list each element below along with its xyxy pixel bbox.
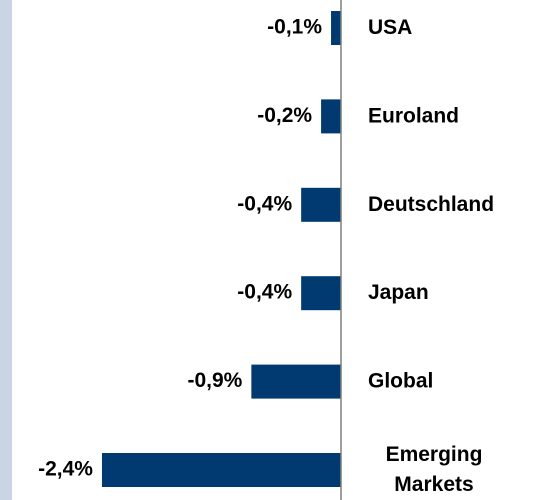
bar bbox=[331, 11, 341, 45]
category-label: Emerging Markets bbox=[386, 443, 483, 496]
category-line: USA bbox=[368, 16, 412, 39]
category-line: Japan bbox=[368, 281, 429, 304]
value-label: -0,4% bbox=[237, 281, 292, 304]
category-line: Euroland bbox=[368, 104, 459, 127]
bar bbox=[321, 99, 341, 134]
category-line: Emerging bbox=[386, 443, 483, 466]
bar bbox=[301, 187, 341, 222]
category-line: Markets bbox=[394, 473, 473, 496]
bar bbox=[251, 364, 341, 399]
category-label: USA bbox=[368, 16, 412, 39]
category-label: Japan bbox=[368, 281, 429, 304]
category-label: Euroland bbox=[368, 104, 459, 127]
side-strip bbox=[0, 0, 12, 500]
value-label: -0,9% bbox=[188, 369, 243, 392]
bar bbox=[101, 453, 342, 487]
bar bbox=[301, 276, 341, 311]
value-label: -0,2% bbox=[257, 104, 312, 127]
category-line: Global bbox=[368, 369, 433, 392]
value-label: -0,4% bbox=[237, 192, 292, 215]
category-label: Deutschland bbox=[368, 192, 494, 215]
value-label: -0,1% bbox=[267, 16, 322, 39]
category-label: Global bbox=[368, 369, 433, 392]
category-line: Deutschland bbox=[368, 192, 494, 215]
value-label: -2,4% bbox=[38, 458, 93, 481]
